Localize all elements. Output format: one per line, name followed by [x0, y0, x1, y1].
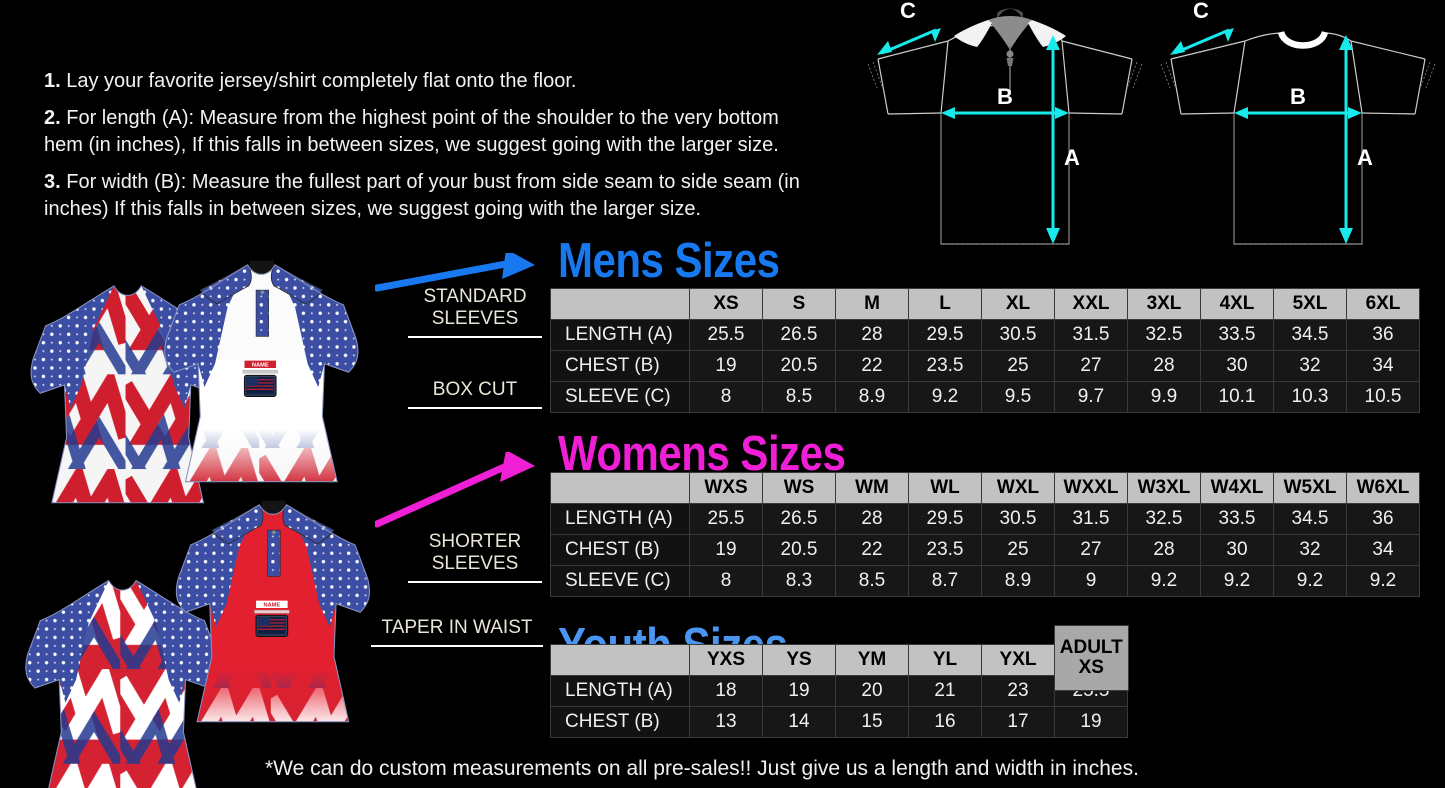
svg-text:A: A [1357, 145, 1373, 170]
svg-text:C: C [900, 0, 916, 23]
svg-text:C: C [1193, 0, 1209, 23]
svg-text:B: B [997, 84, 1013, 109]
svg-text:NAME: NAME [263, 602, 280, 608]
svg-text:A: A [1064, 145, 1080, 170]
svg-text:B: B [1290, 84, 1306, 109]
svg-text:NAME: NAME [252, 362, 269, 368]
